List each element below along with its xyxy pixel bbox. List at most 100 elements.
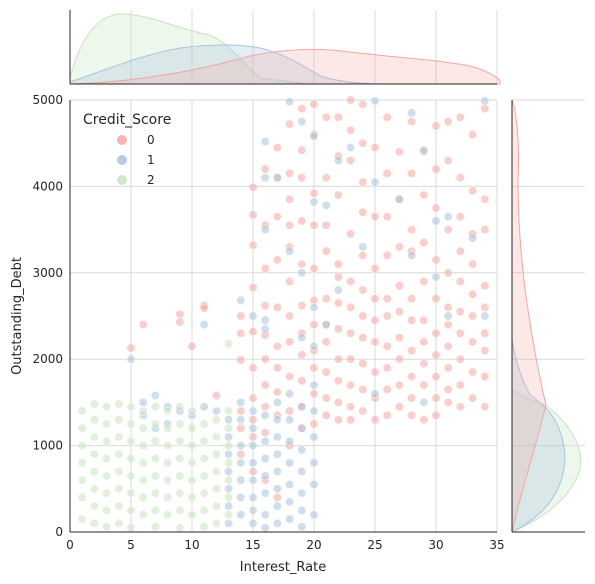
scatter-point-series-0 [272,255,282,265]
scatter-point-series-0 [272,387,282,397]
scatter-point-series-0 [126,343,136,353]
scatter-point-series-0 [358,285,368,295]
scatter-point-series-1 [297,423,307,433]
scatter-point-series-1 [260,523,270,533]
scatter-point-series-1 [260,436,270,446]
scatter-point-series-1 [224,415,234,425]
scatter-point-series-2 [199,522,209,532]
scatter-point-series-0 [382,212,392,222]
scatter-point-series-1 [272,484,282,494]
scatter-point-series-0 [260,402,270,412]
legend-marker-1 [117,155,127,165]
scatter-point-series-2 [199,454,209,464]
scatter-point-series-1 [224,484,234,494]
scatter-point-series-0 [346,125,356,135]
scatter-point-series-2 [114,449,124,459]
scatter-point-series-0 [382,363,392,373]
scatter-point-series-0 [407,410,417,420]
scatter-point-series-0 [443,384,453,394]
scatter-point-series-0 [297,259,307,269]
scatter-point-series-0 [480,225,490,235]
scatter-point-series-1 [224,449,234,459]
scatter-point-series-1 [236,415,246,425]
right-kde-0 [511,99,547,533]
scatter-point-series-0 [321,337,331,347]
legend-entry-label: 1 [147,153,155,167]
scatter-point-series-2 [77,458,87,468]
scatter-point-series-1 [285,246,295,256]
scatter-point-series-0 [309,363,319,373]
scatter-point-series-0 [346,354,356,364]
scatter-point-series-0 [382,410,392,420]
scatter-point-series-2 [126,454,136,464]
scatter-point-series-0 [248,415,258,425]
scatter-point-series-0 [431,294,441,304]
scatter-point-series-0 [187,341,197,351]
scatter-point-series-2 [102,436,112,446]
scatter-point-series-2 [187,406,197,416]
scatter-point-series-1 [297,505,307,515]
scatter-point-series-1 [211,406,221,416]
scatter-point-series-0 [407,393,417,403]
scatter-point-series-2 [114,415,124,425]
scatter-point-series-1 [309,406,319,416]
scatter-point-series-0 [236,423,246,433]
scatter-point-series-1 [309,380,319,390]
scatter-point-series-1 [285,479,295,489]
scatter-point-series-2 [211,449,221,459]
scatter-point-series-2 [89,415,99,425]
scatter-point-series-2 [211,484,221,494]
scatter-point-series-2 [102,454,112,464]
scatter-point-series-2 [224,458,234,468]
scatter-point-series-1 [248,518,258,528]
scatter-point-series-1 [297,402,307,412]
scatter-point-series-0 [321,367,331,377]
scatter-point-series-0 [382,294,392,304]
scatter-point-series-0 [407,346,417,356]
scatter-point-series-0 [370,337,380,347]
y-tick-label: 0 [55,525,63,539]
scatter-point-series-0 [468,186,478,196]
scatter-point-series-0 [248,363,258,373]
y-tick-label: 4000 [32,179,63,193]
scatter-point-series-0 [370,143,380,153]
scatter-point-series-1 [260,454,270,464]
scatter-point-series-1 [285,436,295,446]
x-tick-label: 10 [184,538,199,552]
scatter-point-series-2 [89,467,99,477]
scatter-point-series-2 [102,471,112,481]
scatter-point-series-0 [382,251,392,261]
scatter-point-series-0 [346,415,356,425]
scatter-point-series-2 [163,492,173,502]
scatter-point-series-1 [126,354,136,364]
scatter-point-series-1 [224,467,234,477]
scatter-point-series-1 [480,311,490,321]
scatter-point-series-0 [370,315,380,325]
scatter-point-series-1 [468,233,478,243]
scatter-point-series-0 [419,359,429,369]
scatter-point-series-0 [333,112,343,122]
scatter-point-series-1 [260,315,270,325]
scatter-point-series-0 [346,276,356,286]
scatter-point-series-0 [407,371,417,381]
scatter-point-series-0 [285,220,295,230]
scatter-point-series-2 [187,441,197,451]
scatter-point-series-0 [272,212,282,222]
scatter-point-series-1 [248,423,258,433]
scatter-point-series-0 [468,289,478,299]
legend-entry-label: 2 [147,173,155,187]
scatter-point-series-2 [77,406,87,416]
x-tick-label: 25 [367,538,382,552]
scatter-point-series-0 [297,216,307,226]
scatter-point-series-0 [248,467,258,477]
scatter-point-series-0 [309,320,319,330]
scatter-point-series-0 [321,112,331,122]
scatter-point-series-2 [224,406,234,416]
scatter-point-series-2 [102,505,112,515]
scatter-point-series-2 [224,510,234,520]
scatter-point-series-0 [419,315,429,325]
scatter-point-series-0 [333,397,343,407]
scatter-point-series-1 [358,242,368,252]
scatter-point-series-2 [150,471,160,481]
